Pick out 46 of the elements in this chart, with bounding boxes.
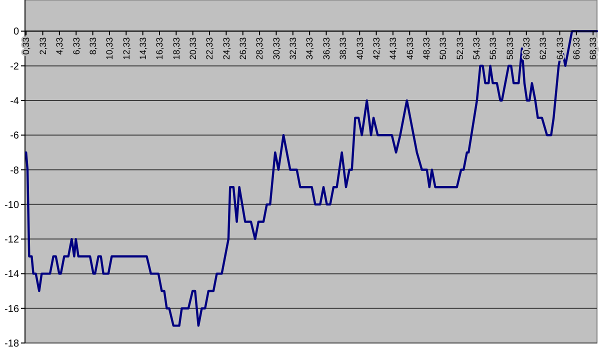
x-tick-label: 16,33 <box>154 37 165 60</box>
x-tick-label: 2,33 <box>38 37 48 55</box>
x-tick-label: 28,33 <box>254 37 265 60</box>
x-tick-label: 68,33 <box>588 37 598 60</box>
x-tick-label: 26,33 <box>238 37 248 60</box>
x-tick-label: 62,33 <box>538 37 548 60</box>
x-tick-label: 24,33 <box>221 37 232 60</box>
x-tick-label: 36,33 <box>321 37 332 60</box>
y-tick-label: -10 <box>4 200 20 211</box>
x-tick-label: 38,33 <box>338 37 348 60</box>
y-tick-label: -2 <box>10 61 20 72</box>
y-tick-label: -12 <box>4 234 20 246</box>
x-tick-label: 30,33 <box>271 37 282 60</box>
x-tick-label: 32,33 <box>288 37 298 60</box>
x-tick-label: 22,33 <box>204 37 215 60</box>
y-tick-label: -18 <box>4 338 20 349</box>
y-tick-label: -14 <box>4 269 20 280</box>
y-tick-label: -6 <box>10 130 20 142</box>
x-tick-label: 40,33 <box>354 37 365 60</box>
line-series <box>24 30 598 327</box>
x-tick-label: 64,33 <box>554 37 565 60</box>
x-tick-label: 4,33 <box>54 37 65 55</box>
x-tick-label: 20,33 <box>188 37 198 60</box>
x-tick-label: 6,33 <box>71 37 82 55</box>
x-tick-label: 10,33 <box>104 37 115 60</box>
x-tick-label: 18,33 <box>171 37 182 60</box>
x-tick-label: 44,33 <box>388 37 398 60</box>
x-tick-label: 34,33 <box>304 37 315 60</box>
y-tick-label: 0 <box>13 26 20 38</box>
x-tick-label: 42,33 <box>371 37 382 60</box>
x-tick-label: 12,33 <box>121 37 132 60</box>
x-tick-label: 14,33 <box>138 37 148 60</box>
x-tick-label: 50,33 <box>438 37 448 60</box>
y-tick-label: -4 <box>10 96 20 107</box>
x-tick-label: 54,33 <box>471 37 482 60</box>
y-tick-label: -16 <box>4 304 20 315</box>
x-tick-label: 52,33 <box>454 37 465 60</box>
x-tick-label: 56,33 <box>488 37 498 60</box>
y-tick-label: -8 <box>10 165 20 176</box>
x-tick-label: 66,33 <box>572 37 582 60</box>
x-tick-label: 8,33 <box>88 37 98 55</box>
x-tick-label: 46,33 <box>404 37 415 60</box>
x-tick-label: 48,33 <box>421 37 432 60</box>
x-tick-label: 58,33 <box>504 37 515 60</box>
x-tick-label: 60,33 <box>522 37 532 60</box>
x-tick-label: 0,33 <box>21 37 32 55</box>
